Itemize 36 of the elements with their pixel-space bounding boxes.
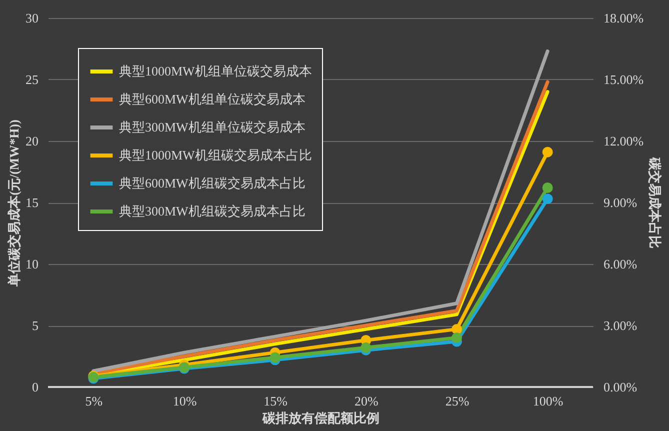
- x-tick-label: 25%: [445, 394, 470, 408]
- legend-label: 典型1000MW机组碳交易成本占比: [119, 148, 312, 162]
- y2-tick-label: 3.00%: [604, 318, 638, 333]
- point: [452, 332, 462, 344]
- point: [542, 146, 553, 158]
- y-axis-title: 单位碳交易成本(元/(MW*H)): [6, 120, 22, 288]
- y2-tick-label: 9.00%: [604, 195, 638, 210]
- point: [542, 182, 553, 193]
- legend-label: 典型300MW机组碳交易成本占比: [119, 204, 306, 218]
- x-tick-label: 15%: [264, 394, 288, 408]
- y2-tick-label: 6.00%: [604, 256, 638, 272]
- y2-tick-label: 18.00%: [604, 10, 644, 26]
- y-tick-label: 5: [32, 318, 38, 333]
- y-tick-label: 20: [26, 134, 38, 148]
- point: [360, 342, 372, 353]
- legend-label: 典型300MW机组单位碳交易成本: [119, 120, 306, 134]
- legend-label: 典型600MW机组单位碳交易成本: [119, 92, 306, 106]
- y2-tick-label: 15.00%: [604, 72, 644, 87]
- point: [452, 324, 462, 334]
- y-tick-label: 30: [26, 10, 38, 26]
- legend-label: 典型1000MW机组单位碳交易成本: [119, 64, 312, 78]
- x-axis-title: 碳排放有偿配额比例: [262, 410, 380, 426]
- x-tick-label: 5%: [85, 394, 103, 408]
- y2-tick-label: 0.00%: [604, 380, 638, 394]
- point: [542, 194, 553, 204]
- y-tick-label: 25: [26, 72, 38, 87]
- y2-tick-label: 12.00%: [604, 134, 644, 148]
- point: [270, 352, 280, 363]
- y2-axis-title: 碳交易成本占比: [648, 156, 663, 248]
- legend-label: 典型600MW机组碳交易成本占比: [119, 176, 306, 190]
- x-tick-label: 10%: [172, 394, 197, 408]
- y-tick-label: 0: [32, 380, 38, 394]
- y-tick-label: 10: [26, 256, 38, 272]
- x-tick-label: 20%: [354, 394, 378, 408]
- x-tick-label: 100%: [532, 394, 564, 408]
- y-tick-label: 15: [26, 195, 38, 210]
